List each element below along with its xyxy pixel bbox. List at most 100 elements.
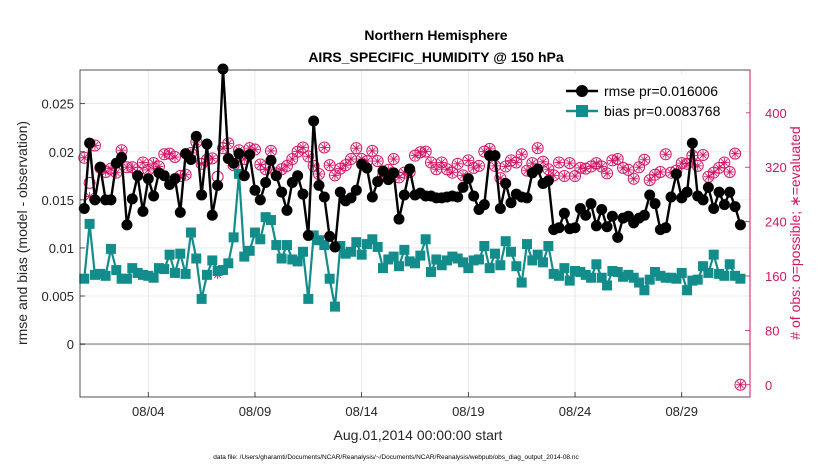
bias-series (79, 168, 746, 312)
asterisk-stroke (416, 148, 424, 156)
obs-evaluated-marker (607, 155, 617, 165)
asterisk-stroke (651, 171, 659, 179)
obs-possible-marker (723, 165, 736, 178)
bias-point (703, 267, 714, 278)
bias-point (671, 273, 682, 284)
bias-point (452, 253, 463, 264)
rmse-point (601, 221, 613, 233)
bias-point (442, 255, 453, 266)
asterisk-stroke (587, 163, 595, 171)
bias-point (116, 273, 127, 284)
asterisk-stroke (656, 168, 664, 176)
obs-evaluated-marker (207, 153, 217, 163)
rmse-point (244, 149, 256, 161)
bias-point (580, 269, 591, 280)
bias-point (618, 271, 629, 282)
bias-point (159, 264, 170, 275)
asterisk-stroke (368, 147, 376, 155)
bias-point (666, 272, 677, 283)
rmse-point (478, 199, 490, 211)
asterisk-stroke (624, 166, 632, 174)
y-axis-label: rmse and bias (model - observation) (14, 121, 30, 345)
bias-point (319, 240, 330, 251)
asterisk-stroke (139, 158, 147, 166)
obs-possible-marker (318, 141, 331, 154)
rmse-point (324, 230, 336, 242)
obs-evaluated-marker (698, 150, 708, 160)
rmse-point (585, 198, 597, 210)
bias-point (255, 234, 266, 245)
obs-evaluated-marker (597, 162, 607, 172)
obs-evaluated-marker (127, 162, 137, 172)
rmse-point (734, 219, 746, 231)
obs-evaluated-marker (714, 163, 724, 173)
rmse-point (361, 162, 373, 174)
y-tick-label: 0.015 (41, 193, 74, 208)
obs-evaluated-marker (298, 143, 308, 153)
rmse-point (228, 157, 240, 169)
obs-possible-marker (659, 148, 672, 161)
asterisk-stroke (144, 166, 152, 174)
bias-point (127, 263, 138, 274)
obs-evaluated-marker (565, 158, 575, 168)
asterisk-stroke (427, 158, 435, 166)
bias-point (249, 227, 260, 238)
obs-evaluated-marker (474, 161, 484, 171)
y2-tick-label: 320 (765, 160, 787, 175)
bias-point (89, 269, 100, 280)
rmse-point (697, 194, 709, 206)
obs-possible-marker (601, 167, 614, 180)
obs-evaluated-marker (661, 149, 671, 159)
bias-point (361, 239, 372, 250)
obs-evaluated-marker (709, 168, 719, 178)
rmse-point (505, 197, 517, 209)
asterisk-stroke (512, 158, 520, 166)
obs-evaluated-marker (655, 167, 665, 177)
bias-point (714, 268, 725, 279)
asterisk-stroke (283, 162, 291, 170)
rmse-point (468, 190, 480, 202)
asterisk-stroke (475, 162, 483, 170)
bias-point (383, 254, 394, 265)
rmse-point (724, 186, 736, 198)
obs-possible-marker (83, 176, 96, 189)
bias-point (447, 251, 458, 262)
obs-evaluated-marker (511, 157, 521, 167)
rmse-point (105, 194, 117, 206)
asterisk-stroke (534, 144, 542, 152)
asterisk-stroke (555, 158, 563, 166)
bias-point (511, 261, 522, 272)
rmse-point (398, 189, 410, 201)
bias-point (84, 218, 95, 229)
rmse-point (329, 241, 341, 253)
obs-evaluated-marker (330, 170, 340, 180)
bias-point (111, 265, 122, 276)
legend-rmse-label: rmse pr=0.016006 (604, 83, 718, 99)
obs-evaluated-marker (287, 154, 297, 164)
bias-point (271, 240, 282, 251)
obs-evaluated-marker (79, 153, 89, 163)
bias-point (554, 270, 565, 281)
bias-point (228, 232, 239, 243)
rmse-point (665, 191, 677, 203)
rmse-point (254, 194, 266, 206)
asterisk-stroke (432, 165, 440, 173)
rmse-point (137, 205, 149, 217)
obs-evaluated-marker (735, 380, 745, 390)
rmse-point (649, 198, 661, 210)
rmse-point (206, 209, 218, 221)
asterisk-stroke (128, 163, 136, 171)
rmse-point (377, 165, 389, 177)
rmse-point (521, 192, 533, 204)
bias-point (244, 245, 255, 256)
asterisk-stroke (304, 152, 312, 160)
obs-possible-marker (691, 159, 704, 172)
bias-point (180, 268, 191, 279)
bias-point (153, 263, 164, 274)
bias-point (169, 267, 180, 278)
obs-evaluated-marker (293, 147, 303, 157)
bias-point (660, 272, 671, 283)
asterisk-stroke (342, 161, 350, 169)
obs-evaluated-marker (570, 171, 580, 181)
asterisk-stroke (646, 176, 654, 184)
